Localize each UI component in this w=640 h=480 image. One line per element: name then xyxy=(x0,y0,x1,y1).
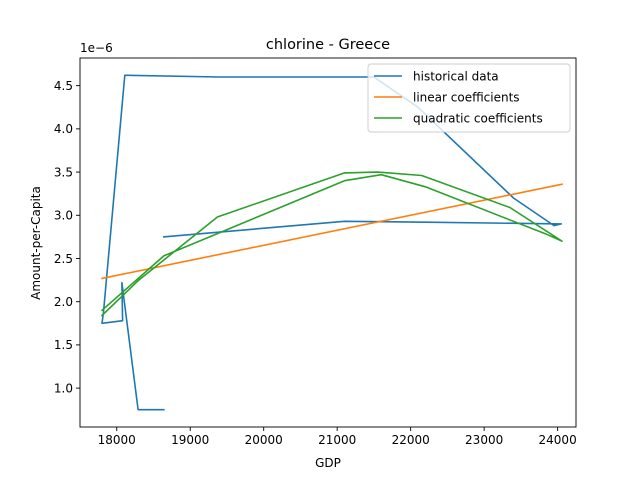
legend-label-0: historical data xyxy=(413,69,499,83)
y-tick-label-2: 2.0 xyxy=(54,295,73,309)
y-tick-label-6: 4.0 xyxy=(54,122,73,136)
legend-box xyxy=(367,63,571,133)
legend-label-2: quadratic coefficients xyxy=(413,111,543,125)
x-tick-label-2: 20000 xyxy=(245,433,283,447)
axes: 18000 19000 20000 21000 22000 23000 24000 1.0 1.… xyxy=(54,57,577,447)
series-line-1 xyxy=(101,183,563,280)
y-tick-label-4: 3.0 xyxy=(54,209,73,223)
axes-frame xyxy=(79,57,577,428)
x-tick-label-4: 22000 xyxy=(392,433,430,447)
series-line-2 xyxy=(100,171,563,317)
x-tick-label-6: 24000 xyxy=(539,433,577,447)
x-tick-label-0: 18000 xyxy=(98,433,136,447)
y-tick-label-3: 2.5 xyxy=(54,252,73,266)
legend: historical data linear coefficients quadra… xyxy=(367,63,571,133)
plot-area xyxy=(100,74,563,411)
y-offset-label: 1e−6 xyxy=(80,41,113,55)
x-tick-label-1: 19000 xyxy=(171,433,209,447)
y-axis-label: Amount-per-Capita xyxy=(29,186,43,300)
x-tick-label-3: 21000 xyxy=(318,433,356,447)
y-tick-label-1: 1.5 xyxy=(54,338,73,352)
x-tick-label-5: 23000 xyxy=(465,433,503,447)
y-tick-label-0: 1.0 xyxy=(54,381,73,395)
chart-title: chlorine - Greece xyxy=(266,37,390,53)
series-line-0 xyxy=(101,74,563,411)
legend-label-1: linear coefficients xyxy=(413,90,520,104)
y-tick-label-5: 3.5 xyxy=(54,165,73,179)
x-axis-label: GDP xyxy=(315,456,341,470)
y-tick-label-7: 4.5 xyxy=(54,79,73,93)
